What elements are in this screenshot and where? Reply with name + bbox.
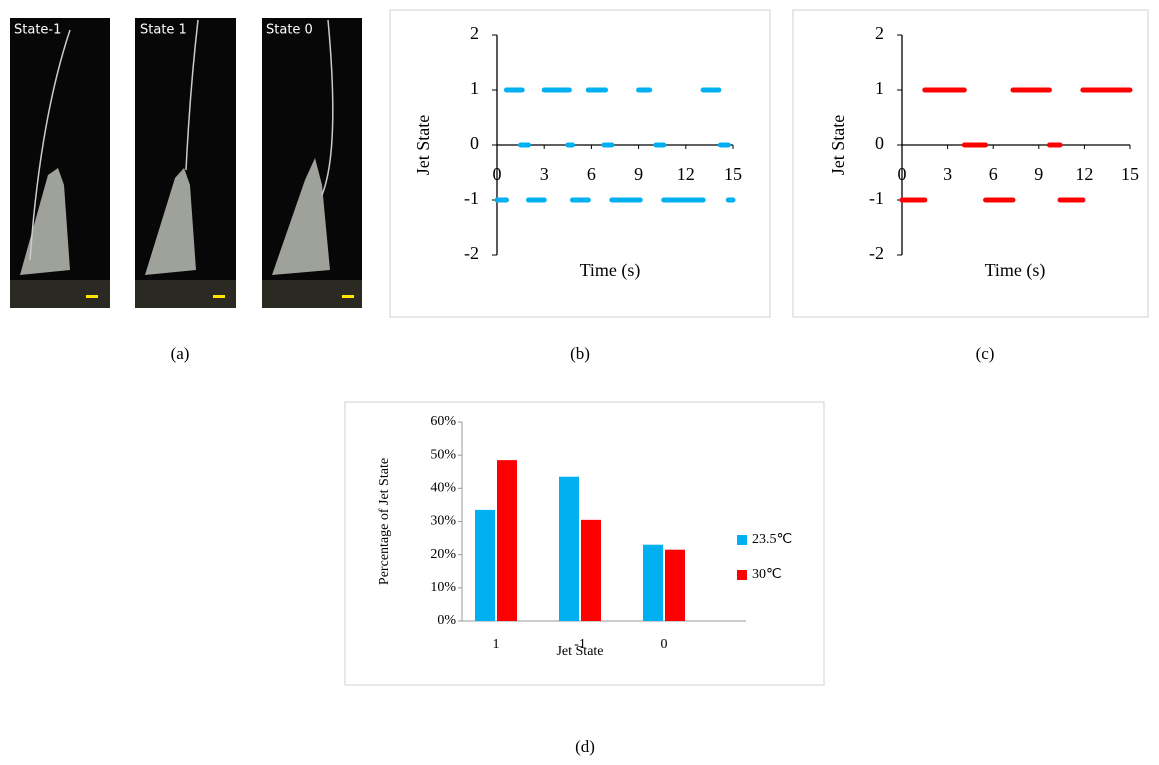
y-tick-label: 50% (430, 447, 456, 462)
x-tick-label: 15 (1121, 164, 1139, 184)
x-tick-label: 9 (634, 164, 643, 184)
photo-label: State 1 (140, 23, 187, 38)
legend-label: 30℃ (752, 567, 782, 582)
x-tick-label: 6 (989, 164, 998, 184)
y-tick-label: -2 (464, 243, 479, 263)
x-tick-label: 12 (1075, 164, 1093, 184)
y-tick-label: 0% (437, 613, 456, 628)
x-axis-title: Jet State (556, 644, 603, 659)
bar (559, 476, 579, 621)
x-tick-label: 0 (661, 637, 668, 652)
y-axis-title: Jet State (413, 115, 433, 176)
x-tick-label: 6 (587, 164, 596, 184)
bar (665, 549, 685, 621)
photo: State 0 (262, 18, 362, 308)
y-tick-label: 2 (875, 23, 884, 43)
y-tick-label: -1 (869, 188, 884, 208)
photo: State-1 (10, 18, 110, 308)
y-tick-label: 30% (430, 514, 456, 529)
x-tick-label: 1 (493, 637, 500, 652)
x-tick-label: 12 (677, 164, 695, 184)
y-tick-label: 1 (470, 78, 479, 98)
y-tick-label: 0 (875, 133, 884, 153)
x-tick-label: 3 (540, 164, 549, 184)
y-tick-label: 0 (470, 133, 479, 153)
y-tick-label: 60% (430, 414, 456, 429)
legend-swatch (737, 570, 747, 580)
y-axis-title: Percentage of Jet State (377, 458, 392, 585)
y-tick-label: 40% (430, 481, 456, 496)
bar (581, 519, 601, 621)
y-tick-label: 2 (470, 23, 479, 43)
bar (497, 460, 517, 621)
x-axis-title: Time (s) (580, 260, 641, 281)
panel-caption: (a) (171, 344, 190, 363)
y-tick-label: 10% (430, 580, 456, 595)
y-tick-label: -1 (464, 188, 479, 208)
photo: State 1 (135, 18, 236, 308)
photo-panel: State-1 State 1 State 0 (a) (10, 18, 362, 363)
panel-caption: (b) (570, 344, 590, 363)
x-tick-label: 3 (943, 164, 952, 184)
x-tick-label: 15 (724, 164, 742, 184)
chart-panel: (d) 0% 10% 20% 30% 40% 50% 60% 1 -1 0 23.5℃ 30℃ Perce… (344, 401, 825, 756)
x-tick-label: -1 (574, 637, 586, 652)
panel-caption: (d) (575, 737, 595, 756)
chart-frame (792, 9, 1149, 318)
photo-label: State 0 (266, 23, 313, 38)
legend-label: 23.5℃ (752, 532, 792, 547)
bar (643, 544, 663, 621)
x-tick-label: 0 (898, 164, 907, 184)
x-tick-label: 0 (493, 164, 502, 184)
y-tick-label: 20% (430, 547, 456, 562)
chart-frame (389, 9, 771, 318)
x-tick-label: 9 (1034, 164, 1043, 184)
y-tick-label: 1 (875, 78, 884, 98)
x-axis-title: Time (s) (985, 260, 1046, 281)
bar (475, 509, 495, 621)
y-axis-title: Jet State (828, 115, 848, 176)
y-tick-label: -2 (869, 243, 884, 263)
panel-caption: (c) (976, 344, 995, 363)
legend-swatch (737, 535, 747, 545)
photo-label: State-1 (14, 23, 61, 38)
